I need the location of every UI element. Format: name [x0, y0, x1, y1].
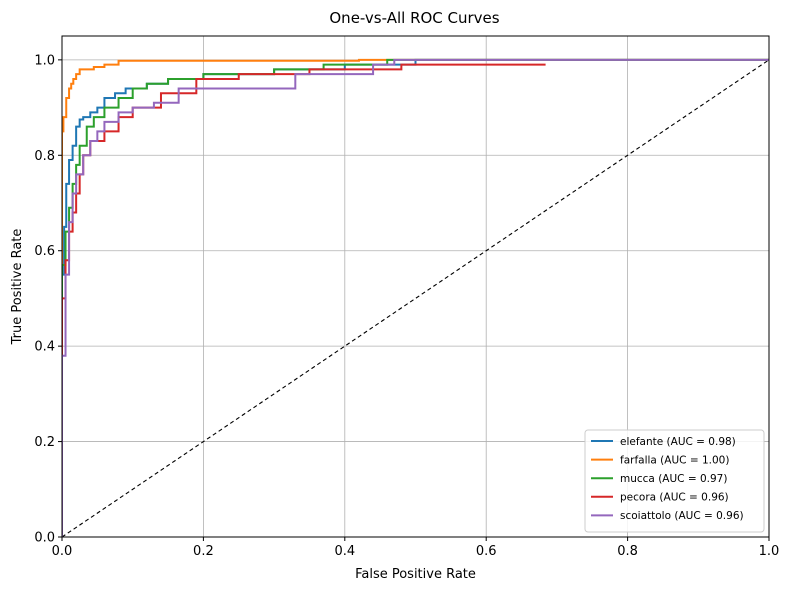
grid-lines — [61, 36, 770, 538]
x-tick-label: 0.0 — [52, 544, 73, 559]
legend-entry-label: pecora (AUC = 0.96) — [620, 492, 729, 504]
legend-entry-label: scoiattolo (AUC = 0.96) — [620, 510, 744, 522]
roc-series-line-4 — [62, 63, 546, 537]
x-axis-label: False Positive Rate — [355, 567, 476, 582]
legend: elefante (AUC = 0.98) farfalla (AUC = 1.0… — [584, 429, 765, 533]
chart-title: One-vs-All ROC Curves — [329, 9, 499, 27]
chance-diagonal-line — [62, 59, 769, 537]
y-tick-label: 0.6 — [34, 244, 55, 259]
x-tick-label: 0.4 — [334, 544, 355, 559]
x-tick-label: 0.8 — [617, 544, 638, 559]
roc-series-line-5 — [62, 58, 769, 537]
roc-series-line-2 — [62, 58, 769, 537]
x-tick-label: 0.2 — [193, 544, 214, 559]
x-tick-label: 0.6 — [476, 544, 497, 559]
legend-box — [584, 429, 765, 533]
legend-entry-label: mucca (AUC = 0.97) — [620, 473, 727, 485]
legend-entry-label: elefante (AUC = 0.98) — [620, 436, 736, 448]
x-axis-ticks: 0.0 0.2 0.4 0.6 0.8 1.0 — [52, 537, 780, 559]
y-axis-ticks: 0.0 0.2 0.4 0.6 0.8 1.0 — [34, 53, 62, 546]
x-tick-label: 1.0 — [759, 544, 780, 559]
plot-frame — [61, 35, 770, 538]
y-tick-label: 0.0 — [34, 531, 55, 546]
y-tick-label: 1.0 — [34, 53, 55, 68]
legend-entry-label: farfalla (AUC = 1.00) — [620, 454, 729, 466]
y-tick-label: 0.4 — [34, 340, 55, 355]
y-tick-label: 0.2 — [34, 435, 55, 450]
y-tick-label: 0.8 — [34, 149, 55, 164]
roc-series-line-3 — [62, 58, 769, 537]
y-axis-label: True Positive Rate — [10, 229, 25, 346]
plot-lines — [62, 58, 769, 537]
